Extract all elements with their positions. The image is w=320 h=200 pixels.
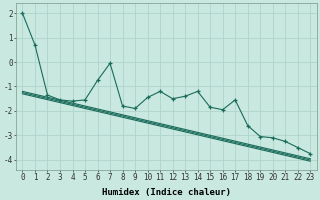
X-axis label: Humidex (Indice chaleur): Humidex (Indice chaleur) xyxy=(102,188,231,197)
